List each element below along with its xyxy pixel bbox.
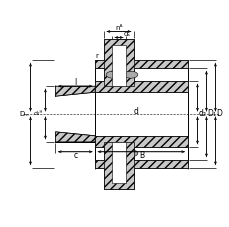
Ellipse shape xyxy=(106,71,120,78)
Bar xyxy=(112,45,125,86)
Text: d: d xyxy=(133,106,138,116)
Polygon shape xyxy=(104,142,133,189)
Text: D₁: D₁ xyxy=(207,109,215,118)
Polygon shape xyxy=(55,86,95,96)
Text: nᴬ: nᴬ xyxy=(115,25,122,30)
Polygon shape xyxy=(95,136,187,147)
Text: Dₘ: Dₘ xyxy=(19,111,28,117)
Text: d₁ᴴ: d₁ᴴ xyxy=(34,111,43,116)
Polygon shape xyxy=(104,39,133,86)
Text: c: c xyxy=(73,151,77,160)
Polygon shape xyxy=(55,132,95,142)
Bar xyxy=(112,142,125,183)
Text: d₂: d₂ xyxy=(198,109,206,118)
Polygon shape xyxy=(95,160,187,168)
Ellipse shape xyxy=(123,150,137,157)
Text: r: r xyxy=(95,53,98,59)
Polygon shape xyxy=(95,60,187,68)
Polygon shape xyxy=(95,81,187,92)
Ellipse shape xyxy=(106,150,120,157)
Ellipse shape xyxy=(123,71,137,78)
Text: dₛ: dₛ xyxy=(123,32,130,37)
Text: l: l xyxy=(74,78,76,87)
Text: D: D xyxy=(215,109,221,118)
Text: B: B xyxy=(138,151,143,160)
